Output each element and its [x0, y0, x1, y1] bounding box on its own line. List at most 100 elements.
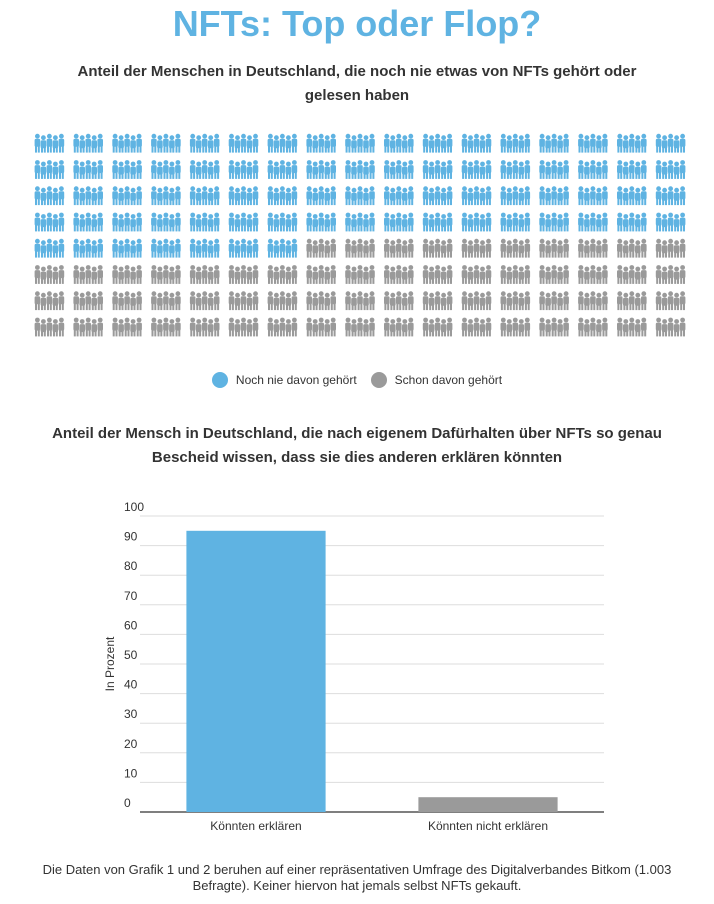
- y-tick-label: 100: [124, 500, 144, 514]
- people-group-icon: [617, 291, 647, 311]
- people-group-icon: [500, 291, 531, 311]
- people-group-icon: [306, 212, 336, 232]
- people-group-icon: [73, 212, 103, 232]
- people-group-icon: [73, 317, 103, 337]
- people-group-icon: [500, 160, 531, 179]
- people-group-icon: [655, 265, 686, 284]
- people-group-icon: [617, 186, 647, 206]
- people-group-icon: [384, 238, 414, 258]
- legend-dot-blue: [211, 372, 228, 388]
- people-group-icon: [384, 212, 414, 232]
- people-group-icon: [539, 212, 569, 232]
- legend-label-never-heard: Noch nie davon gehört: [235, 373, 357, 387]
- people-group-icon: [151, 238, 181, 258]
- people-group-icon: [461, 317, 492, 337]
- people-group-icon: [267, 212, 298, 232]
- people-group-icon: [73, 291, 103, 311]
- people-group-icon: [267, 291, 298, 311]
- people-group-icon: [461, 212, 492, 232]
- people-group-icon: [73, 133, 103, 153]
- people-group-icon: [461, 291, 492, 311]
- people-group-icon: [306, 238, 336, 258]
- people-group-icon: [422, 133, 453, 153]
- pictogram-subtitle: Anteil der Menschen in Deutschland, die …: [77, 63, 637, 104]
- people-group-icon: [151, 317, 181, 337]
- people-group-icon: [617, 160, 647, 179]
- people-group-icon: [578, 212, 608, 232]
- y-tick-label: 60: [124, 618, 138, 632]
- people-group-icon: [228, 238, 259, 258]
- people-group-icon: [34, 291, 65, 311]
- people-group-icon: [539, 265, 569, 284]
- people-group-icon: [189, 317, 220, 337]
- people-group-icon: [384, 317, 414, 337]
- y-tick-label: 50: [124, 648, 138, 662]
- people-group-icon: [617, 317, 647, 337]
- footnote: Die Daten von Grafik 1 und 2 beruhen auf…: [42, 862, 672, 893]
- people-group-icon: [345, 265, 375, 284]
- pictogram-legend: Noch nie davon gehört Schon davon gehört: [0, 372, 714, 388]
- y-axis-label: In Prozent: [103, 636, 117, 691]
- people-group-icon: [73, 238, 103, 258]
- people-group-icon: [345, 317, 375, 337]
- people-group-icon: [151, 265, 181, 284]
- chart-subtitle: Anteil der Mensch in Deutschland, die na…: [52, 425, 662, 466]
- people-group-icon: [267, 317, 298, 337]
- people-group-icon: [655, 133, 686, 153]
- people-group-icon: [112, 160, 142, 179]
- people-group-icon: [500, 212, 531, 232]
- people-group-icon: [189, 265, 220, 284]
- people-group-icon: [461, 133, 492, 153]
- people-group-icon: [306, 186, 336, 206]
- people-group-icon: [34, 265, 65, 284]
- people-group-icon: [384, 186, 414, 206]
- people-group-icon: [306, 133, 336, 153]
- people-group-icon: [655, 160, 686, 179]
- y-tick-label: 80: [124, 559, 138, 573]
- people-group-icon: [617, 238, 647, 258]
- people-group-icon: [228, 133, 259, 153]
- people-group-icon: [112, 317, 142, 337]
- people-group-icon: [345, 160, 375, 179]
- people-group-icon: [267, 133, 298, 153]
- people-group-icon: [112, 212, 142, 232]
- people-group-icon: [112, 186, 142, 206]
- people-group-icon: [228, 160, 259, 179]
- y-tick-label: 0: [124, 796, 131, 810]
- y-tick-label: 90: [124, 530, 138, 544]
- people-group-icon: [151, 212, 181, 232]
- people-group-icon: [151, 186, 181, 206]
- legend-label-heard: Schon davon gehört: [394, 373, 503, 387]
- people-group-icon: [500, 186, 531, 206]
- people-group-icon: [384, 160, 414, 179]
- x-tick-label: Könnten nicht erklären: [428, 819, 548, 833]
- people-group-icon: [422, 186, 453, 206]
- people-group-icon: [112, 265, 142, 284]
- people-group-icon: [345, 186, 375, 206]
- legend-item-heard: Schon davon gehört: [370, 372, 503, 388]
- people-group-icon: [73, 160, 103, 179]
- people-group-icon: [655, 291, 686, 311]
- people-group-icon: [578, 238, 608, 258]
- people-group-icon: [306, 317, 336, 337]
- y-tick-label: 20: [124, 737, 138, 751]
- x-tick-label: Könnten erklären: [210, 819, 301, 833]
- people-group-icon: [189, 212, 220, 232]
- people-group-icon: [189, 160, 220, 179]
- people-group-icon: [306, 291, 336, 311]
- bar: [186, 530, 326, 812]
- people-group-icon: [345, 291, 375, 311]
- people-group-icon: [189, 186, 220, 206]
- people-group-icon: [73, 265, 103, 284]
- people-group-icon: [345, 238, 375, 258]
- people-group-icon: [112, 238, 142, 258]
- people-group-icon: [112, 291, 142, 311]
- people-group-icon: [345, 133, 375, 153]
- people-group-icon: [228, 265, 259, 284]
- people-group-icon: [267, 238, 298, 258]
- y-tick-label: 10: [124, 766, 138, 780]
- people-group-icon: [539, 133, 569, 153]
- people-group-icon: [422, 212, 453, 232]
- y-tick-label: 70: [124, 589, 138, 603]
- people-group-icon: [617, 212, 647, 232]
